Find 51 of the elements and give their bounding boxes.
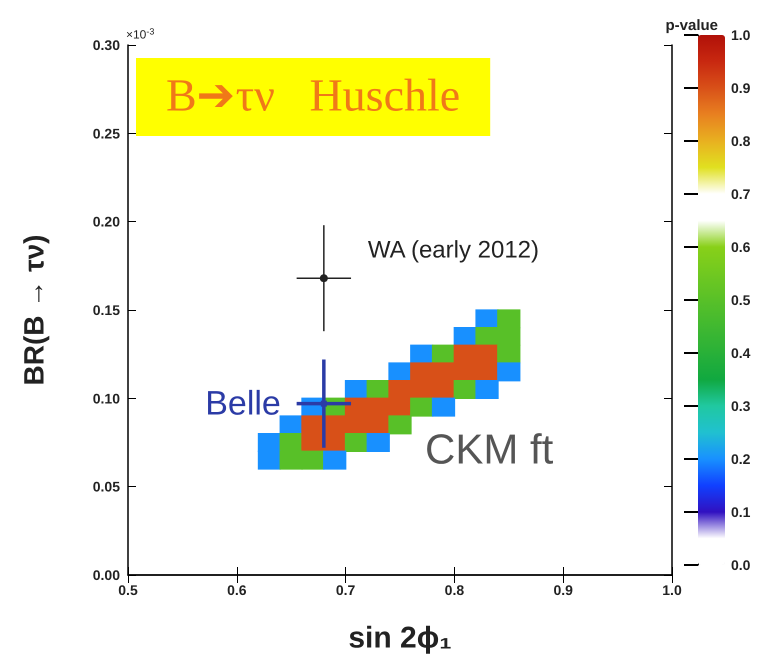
x-axis-title: sin 2ϕ₁ bbox=[348, 622, 452, 654]
color-bar-label: 0.6 bbox=[731, 239, 751, 255]
color-bar-label: 0.4 bbox=[731, 345, 751, 361]
series-label: Belle bbox=[205, 384, 281, 423]
point bbox=[323, 450, 346, 470]
point bbox=[410, 344, 434, 364]
y-axis-title: BR(B → τν) bbox=[18, 234, 50, 386]
point bbox=[301, 450, 325, 470]
y-tick-label: 0.05 bbox=[92, 478, 120, 495]
y-tick-label: 0.30 bbox=[92, 37, 120, 53]
point bbox=[320, 274, 328, 282]
x-tick-label: 0.9 bbox=[553, 582, 574, 598]
point bbox=[366, 398, 390, 417]
point bbox=[497, 344, 520, 364]
point bbox=[388, 415, 412, 434]
series-label: WA (early 2012) bbox=[368, 236, 540, 264]
y-tick-label: 0.25 bbox=[92, 125, 120, 142]
y-tick-label: 0.00 bbox=[92, 567, 120, 583]
color-bar-label: 0.1 bbox=[731, 504, 751, 520]
point bbox=[258, 450, 282, 470]
color-bar-label: 0.3 bbox=[731, 398, 751, 414]
color-bar-label: 0.7 bbox=[731, 186, 751, 202]
point bbox=[320, 400, 327, 407]
x-tick-label: 0.8 bbox=[444, 582, 464, 598]
x-tick-label: 0.5 bbox=[118, 582, 138, 598]
point bbox=[280, 450, 303, 470]
y-tick-label: 0.20 bbox=[92, 214, 120, 230]
point bbox=[410, 398, 434, 417]
point bbox=[497, 326, 520, 346]
color-bar-label: 1.0 bbox=[731, 27, 751, 43]
color-bar-label: 0.9 bbox=[731, 80, 751, 96]
point bbox=[497, 362, 520, 382]
point bbox=[454, 380, 477, 400]
point bbox=[454, 344, 477, 364]
color-bar-label: 0.8 bbox=[731, 133, 751, 149]
color-bar-label: 0.5 bbox=[731, 292, 751, 308]
color-bar-label: 0.2 bbox=[731, 451, 751, 467]
point bbox=[432, 398, 456, 417]
point bbox=[366, 432, 390, 452]
point bbox=[497, 309, 520, 328]
point bbox=[344, 432, 368, 452]
x-tick-label: 0.6 bbox=[227, 582, 247, 598]
annotation: CKM ft bbox=[425, 426, 554, 472]
color-bar-title: p-value bbox=[665, 17, 718, 34]
x-tick-label: 0.7 bbox=[336, 582, 356, 598]
x-tick-label: 1.0 bbox=[662, 582, 682, 598]
point bbox=[475, 380, 499, 400]
y-tick-label: 0.10 bbox=[92, 390, 120, 406]
color-bar-label: 0.0 bbox=[731, 557, 751, 573]
y-tick-label: 0.15 bbox=[92, 302, 120, 318]
text: B➔τν Huschle bbox=[166, 70, 460, 120]
